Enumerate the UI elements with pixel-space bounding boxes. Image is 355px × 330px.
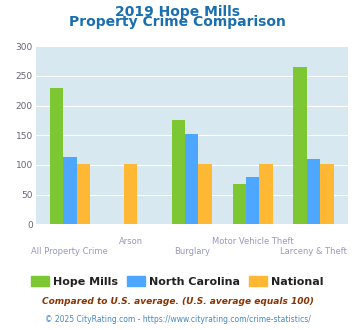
Text: Property Crime Comparison: Property Crime Comparison [69, 15, 286, 29]
Bar [50, 88, 63, 224]
Text: © 2025 CityRating.com - https://www.cityrating.com/crime-statistics/: © 2025 CityRating.com - https://www.city… [45, 315, 310, 324]
Bar [233, 184, 246, 224]
Bar [198, 164, 212, 224]
Text: 2019 Hope Mills: 2019 Hope Mills [115, 5, 240, 19]
Bar [63, 157, 77, 224]
Bar [307, 159, 320, 224]
Text: Arson: Arson [119, 238, 143, 247]
Bar [77, 164, 90, 224]
Legend: Hope Mills, North Carolina, National: Hope Mills, North Carolina, National [27, 271, 328, 291]
Bar [185, 134, 198, 224]
Bar [124, 164, 137, 224]
Text: Motor Vehicle Theft: Motor Vehicle Theft [212, 238, 294, 247]
Text: Burglary: Burglary [174, 247, 210, 256]
Bar [260, 164, 273, 224]
Bar [246, 178, 260, 224]
Text: Compared to U.S. average. (U.S. average equals 100): Compared to U.S. average. (U.S. average … [42, 297, 313, 306]
Text: Larceny & Theft: Larceny & Theft [280, 247, 347, 256]
Bar [294, 67, 307, 224]
Bar [171, 120, 185, 224]
Bar [320, 164, 334, 224]
Text: All Property Crime: All Property Crime [32, 247, 108, 256]
